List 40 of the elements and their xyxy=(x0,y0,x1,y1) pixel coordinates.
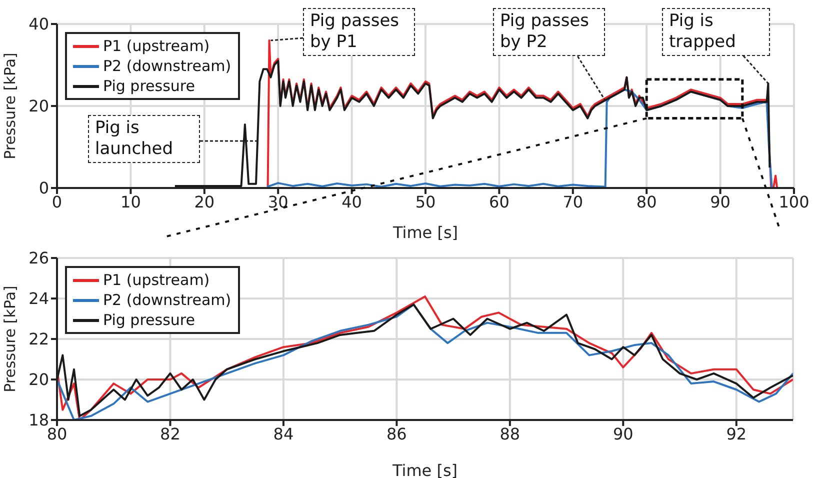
x-tick-label: 0 xyxy=(52,192,62,212)
x-tick-label: 50 xyxy=(415,192,436,212)
y-tick-label: 20 xyxy=(28,370,49,390)
x-tick-label: 90 xyxy=(612,424,634,444)
y-tick-label: 20 xyxy=(28,96,49,116)
y-tick-label: 22 xyxy=(28,330,49,349)
legend-label: P2 (downstream) xyxy=(103,290,232,310)
legend-label: Pig pressure xyxy=(103,76,195,96)
x-tick-label: 10 xyxy=(120,192,141,212)
y-tick-label: 18 xyxy=(28,410,49,430)
x-tick-label: 88 xyxy=(500,424,520,444)
x-tick-label: 20 xyxy=(194,192,215,212)
x-tick-label: 86 xyxy=(386,424,407,444)
annotation: Pig passes by P2 xyxy=(493,8,605,56)
x-tick-label: 92 xyxy=(726,424,747,444)
x-tick-label: 80 xyxy=(636,192,657,212)
y-tick-label: 24 xyxy=(28,289,49,308)
annotation: Pig is trapped xyxy=(662,8,770,56)
x-tick-label: 40 xyxy=(342,192,362,212)
annotation: Pig is launched xyxy=(88,115,200,163)
annotation: Pig passes by P1 xyxy=(303,8,415,56)
x-axis-title: Time [s] xyxy=(392,223,458,242)
y-tick-label: 0 xyxy=(38,178,49,198)
x-tick-label: 70 xyxy=(562,192,584,212)
y-axis-title: Pressure [kPa] xyxy=(1,286,19,392)
x-tick-label: 90 xyxy=(710,192,730,212)
legend-label: P2 (downstream) xyxy=(103,56,232,76)
x-tick-label: 60 xyxy=(489,192,510,212)
legend-label: P1 (upstream) xyxy=(103,36,210,56)
x-tick-label: 100 xyxy=(778,192,810,212)
x-tick-label: 80 xyxy=(46,424,68,444)
x-tick-label: 30 xyxy=(268,192,288,212)
x-axis-title: Time [s] xyxy=(391,461,458,478)
x-tick-label: 82 xyxy=(160,424,180,444)
y-tick-label: 26 xyxy=(28,248,49,268)
y-tick-label: 40 xyxy=(28,14,49,34)
legend-label: Pig pressure xyxy=(103,310,195,330)
x-tick-label: 84 xyxy=(273,424,294,444)
legend-label: P1 (upstream) xyxy=(103,270,210,290)
y-axis-title: Pressure [kPa] xyxy=(1,52,19,160)
